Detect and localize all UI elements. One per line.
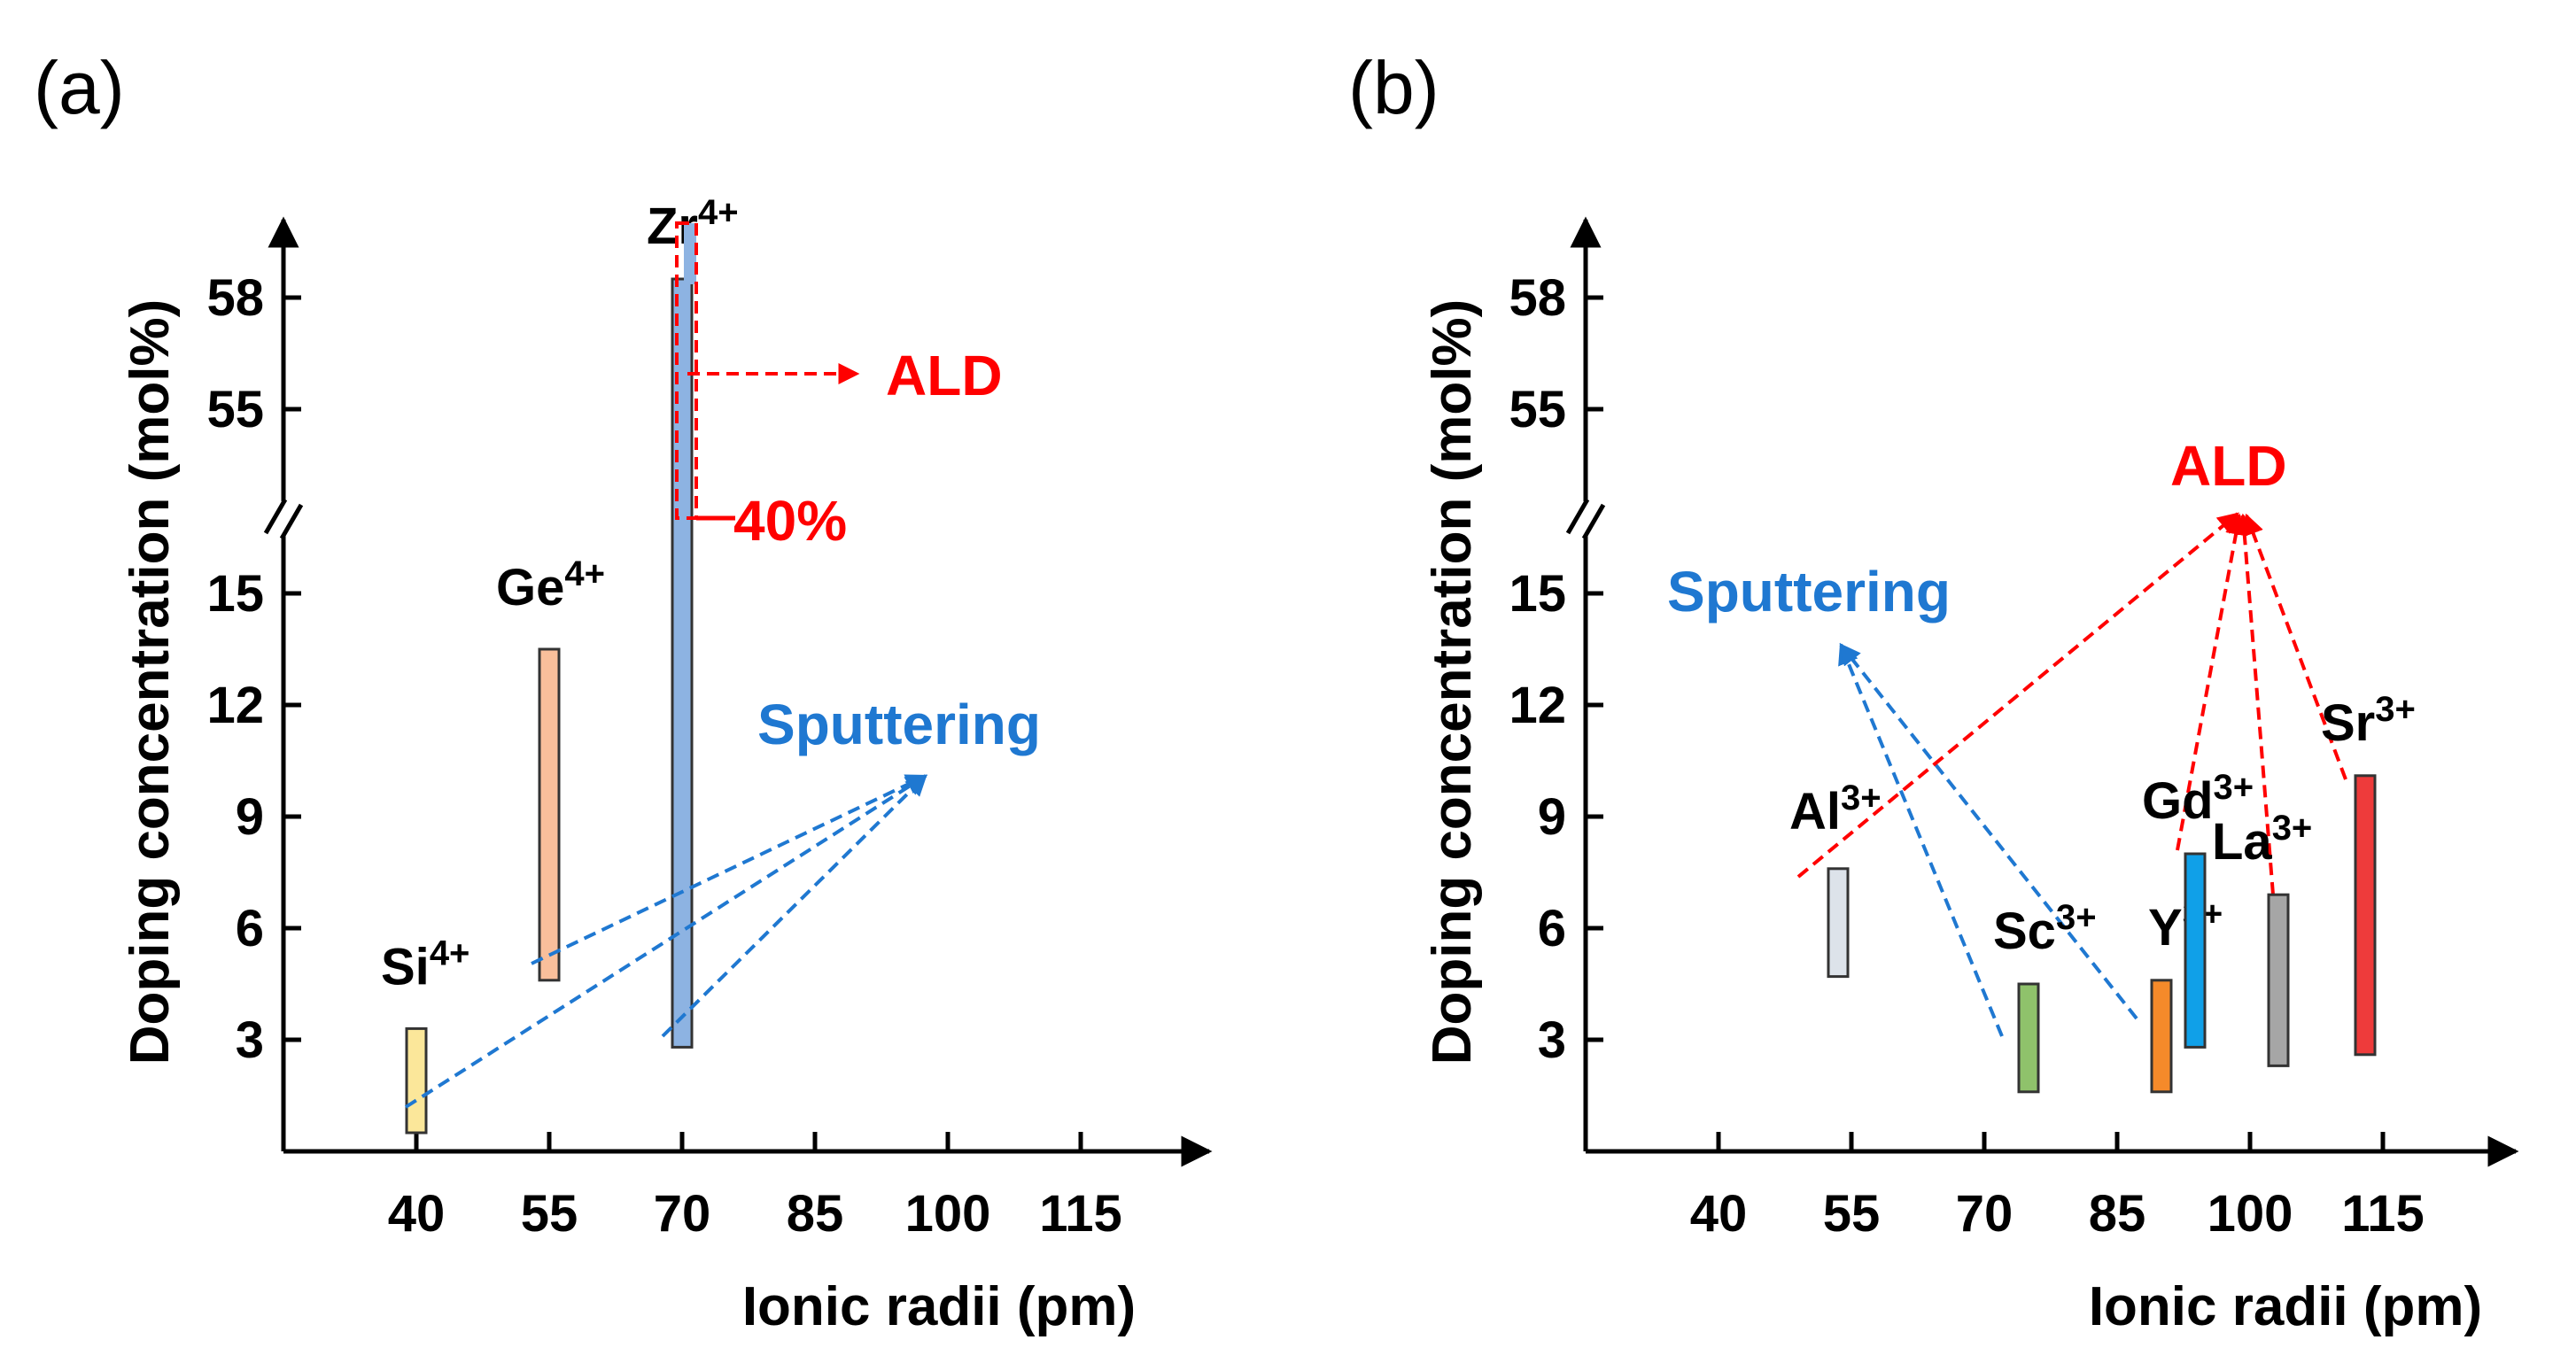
- x-tick-label: 70: [1956, 1185, 2013, 1243]
- panel-b-y-ticks: 3 6 9 12 15 55 58: [1509, 269, 1603, 1069]
- ald-40-percent-label: 40%: [733, 489, 847, 553]
- ion-charge: 3+: [2272, 809, 2313, 848]
- y-tick-label: 9: [236, 788, 264, 846]
- ion-label-la: La3+: [2212, 809, 2312, 871]
- panel-b-label: (b): [1348, 46, 1439, 129]
- ion-charge: 4+: [564, 554, 605, 593]
- sputtering-label-b: Sputtering: [1667, 560, 1951, 624]
- ald-arrow-sr: [2243, 513, 2347, 780]
- x-tick-label: 100: [2207, 1185, 2293, 1243]
- panel-a-label: (a): [34, 46, 125, 129]
- y-tick-label: 58: [1509, 269, 1566, 327]
- bar-sc: [2017, 982, 2040, 1094]
- ion-label-al: Al3+: [1789, 778, 1882, 840]
- panel-a-axis-break: [263, 498, 304, 540]
- panel-a-bars: Si4+Ge4+Zr4+: [381, 193, 739, 1135]
- ald-arrow-gd: [2176, 513, 2246, 851]
- sputtering-arrow-sc: [1838, 642, 2004, 1037]
- ion-charge: 3+: [2375, 690, 2416, 729]
- ion-label-sr: Sr3+: [2321, 690, 2416, 752]
- bar-gd: [2184, 852, 2207, 1049]
- sputtering-arrow-si: [404, 774, 928, 1109]
- x-tick-label: 100: [905, 1185, 991, 1243]
- y-tick-label: 55: [206, 381, 264, 438]
- zr-ald-extension: [684, 223, 696, 284]
- sputtering-label: Sputtering: [757, 693, 1041, 756]
- panel-a-sputtering: Sputtering: [404, 693, 1041, 1109]
- sputtering-arrow-zr: [661, 774, 927, 1038]
- x-tick-label: 85: [2089, 1185, 2146, 1243]
- ion-charge: 3+: [2056, 898, 2097, 937]
- panel-a-ald-range: 40% ALD: [675, 221, 1003, 553]
- ion-charge: 4+: [430, 933, 470, 972]
- ald-label-b: ALD: [2170, 434, 2287, 498]
- panel-b-bars: Al3+Sc3+Y3+Gd3+La3+Sr3+: [1789, 690, 2416, 1094]
- ald-arrow-la: [2233, 513, 2275, 895]
- panel-a-y-axis-title: Doping concentration (mol%): [120, 299, 181, 1065]
- x-tick-label: 115: [2341, 1185, 2425, 1243]
- y-tick-label: 3: [236, 1011, 264, 1069]
- y-tick-label: 6: [1538, 900, 1566, 957]
- ion-charge: 4+: [698, 193, 739, 232]
- y-tick-label: 55: [1509, 381, 1566, 438]
- x-tick-label: 55: [1823, 1185, 1881, 1243]
- y-tick-label: 58: [206, 269, 264, 327]
- panel-b-x-axis-title: Ionic radii (pm): [2089, 1276, 2482, 1337]
- bar-sr: [2354, 774, 2377, 1057]
- y-tick-label: 9: [1538, 788, 1566, 846]
- ion-label-si: Si4+: [381, 933, 469, 995]
- panel-b-ald: ALD: [1796, 434, 2347, 895]
- x-tick-label: 40: [1690, 1185, 1748, 1243]
- ion-charge: 3+: [1841, 778, 1882, 817]
- panel-a-y-ticks: 3 6 9 12 15 55 58: [206, 269, 301, 1069]
- x-tick-label: 115: [1039, 1185, 1122, 1243]
- bar-ge: [538, 647, 561, 982]
- ald-label: ALD: [886, 344, 1003, 407]
- y-tick-label: 12: [206, 677, 264, 734]
- zr-ald-range-box: [675, 221, 698, 520]
- panel-b-y-axis-title: Doping concentration (mol%): [1422, 299, 1483, 1065]
- sputtering-arrow-ge: [531, 774, 928, 965]
- y-tick-label: 15: [1509, 565, 1566, 623]
- panel-a-x-ticks: 40 55 70 85 100 115: [388, 1132, 1122, 1243]
- ald-arrow-al: [1796, 512, 2239, 879]
- panel-b-sputtering: Sputtering: [1667, 560, 2138, 1037]
- y-tick-label: 15: [206, 565, 264, 623]
- x-tick-label: 70: [654, 1185, 711, 1243]
- bar-si: [405, 1026, 428, 1135]
- bar-y: [2150, 979, 2173, 1094]
- ion-charge: 3+: [2214, 768, 2254, 807]
- bar-la: [2267, 893, 2290, 1067]
- sputtering-arrow-y: [1839, 643, 2138, 1020]
- ion-label-ge: Ge4+: [496, 554, 605, 616]
- y-tick-label: 12: [1509, 677, 1566, 734]
- bar-al: [1827, 867, 1850, 979]
- panel-b-x-ticks: 40 55 70 85 100 115: [1690, 1132, 2425, 1243]
- x-tick-label: 55: [521, 1185, 578, 1243]
- panel-b-axis-break: [1565, 498, 1606, 540]
- panel-a-x-axis-title: Ionic radii (pm): [742, 1276, 1136, 1337]
- panel-b: (b) 3 6 9 12 15 55 58 40 55 70 85 100 115 Sputterin…: [1348, 46, 2519, 1337]
- x-tick-label: 85: [787, 1185, 844, 1243]
- y-tick-label: 3: [1538, 1011, 1566, 1069]
- y-tick-label: 6: [236, 900, 264, 957]
- x-tick-label: 40: [388, 1185, 446, 1243]
